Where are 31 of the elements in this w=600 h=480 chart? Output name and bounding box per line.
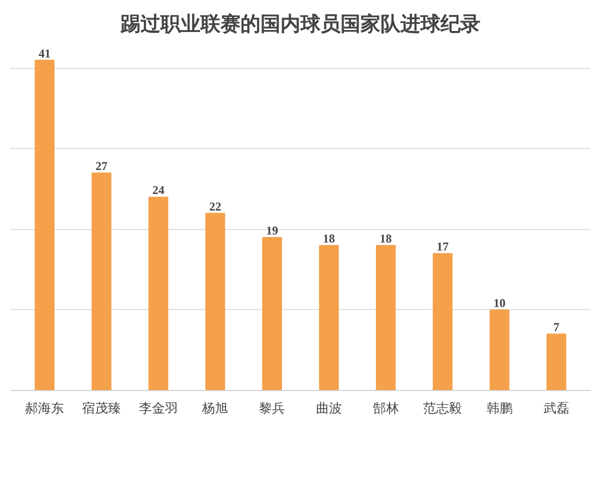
- data-label: 18: [322, 232, 335, 246]
- x-tick-label: 曲波: [316, 402, 342, 416]
- x-tick-label: 范志毅: [423, 402, 462, 416]
- x-tick-label: 韩鹏: [486, 402, 513, 416]
- data-label: 24: [152, 183, 164, 198]
- x-tick-label: 宿茂臻: [82, 400, 121, 416]
- x-tick-label: 杨旭: [201, 402, 228, 416]
- x-tick-label: 武磊: [543, 402, 570, 416]
- x-tick-label: 李金羽: [138, 402, 178, 416]
- data-label: 27: [95, 159, 108, 174]
- data-label: 10: [494, 296, 506, 310]
- bar: [546, 334, 566, 390]
- bar: [92, 172, 112, 390]
- bar: [34, 60, 54, 390]
- x-tick-label: 郝海东: [25, 402, 64, 416]
- x-tick-label: 郜林: [372, 402, 399, 416]
- bar: [432, 253, 453, 390]
- data-label: 19: [266, 223, 278, 238]
- bar: [490, 309, 510, 390]
- bar: [205, 212, 226, 390]
- data-label: 17: [436, 240, 449, 254]
- data-label: 18: [380, 232, 392, 246]
- data-label: 7: [553, 320, 560, 334]
- bar: [262, 236, 282, 390]
- chart-title: 踢过职业联赛的国内球员国家队进球纪录: [120, 12, 480, 36]
- x-tick-label: 黎兵: [259, 402, 286, 416]
- data-label: 41: [38, 46, 51, 60]
- bar: [319, 245, 339, 390]
- bar: [148, 196, 168, 390]
- bar: [376, 245, 396, 390]
- data-label: 22: [209, 199, 222, 214]
